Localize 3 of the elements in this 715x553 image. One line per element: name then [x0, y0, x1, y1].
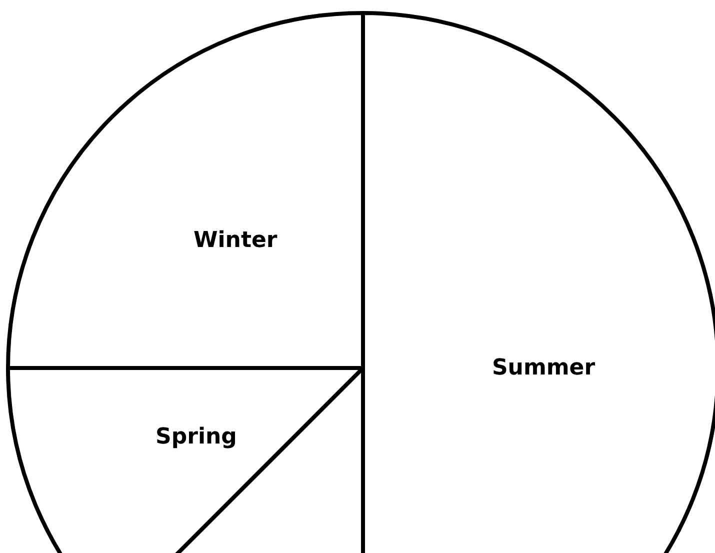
slice-label: Spring — [156, 424, 237, 450]
slice-label: Winter — [193, 228, 278, 253]
slice-label: Summer — [492, 356, 596, 380]
